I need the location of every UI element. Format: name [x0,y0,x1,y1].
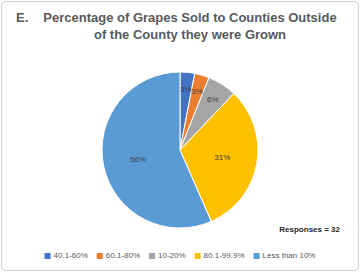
legend-swatch [97,253,103,259]
data-labels: 3%3% 6% 31% 56% [130,85,230,163]
legend-item: 60.1-80% [97,251,140,260]
pie-slice [102,72,211,228]
data-label: 3% [191,87,203,96]
legend-item: Less than 10% [254,251,316,260]
data-label: 56% [130,155,146,164]
legend-item: 80.1-99.9% [195,251,245,260]
title: Percentage of Grapes Sold to Counties Ou… [43,10,336,42]
legend-item: 40.1-60% [45,251,88,260]
data-label: 6% [207,95,219,104]
legend-label: 40.1-60% [54,251,88,260]
legend-item: 10-20% [149,251,186,260]
legend-swatch [45,253,51,259]
frame [2,2,359,271]
legend-label: 60.1-80% [106,251,140,260]
legend-swatch [195,253,201,259]
legend-swatch [149,253,155,259]
pie [102,72,258,228]
legend-label: Less than 10% [263,251,316,260]
legend: 40.1-60% 60.1-80% 10-20% 80.1-99.9% Less tha… [45,251,316,260]
data-label: 3% [180,85,192,94]
legend-swatch [254,253,260,259]
annotation: Responses = 32 [279,225,340,234]
panel-label: E. [16,10,28,25]
legend-label: 80.1-99.9% [204,251,245,260]
chart: E. Percentage of Grapes Sold to Counties … [0,0,360,272]
data-label: 31% [214,153,230,162]
legend-label: 10-20% [158,251,186,260]
